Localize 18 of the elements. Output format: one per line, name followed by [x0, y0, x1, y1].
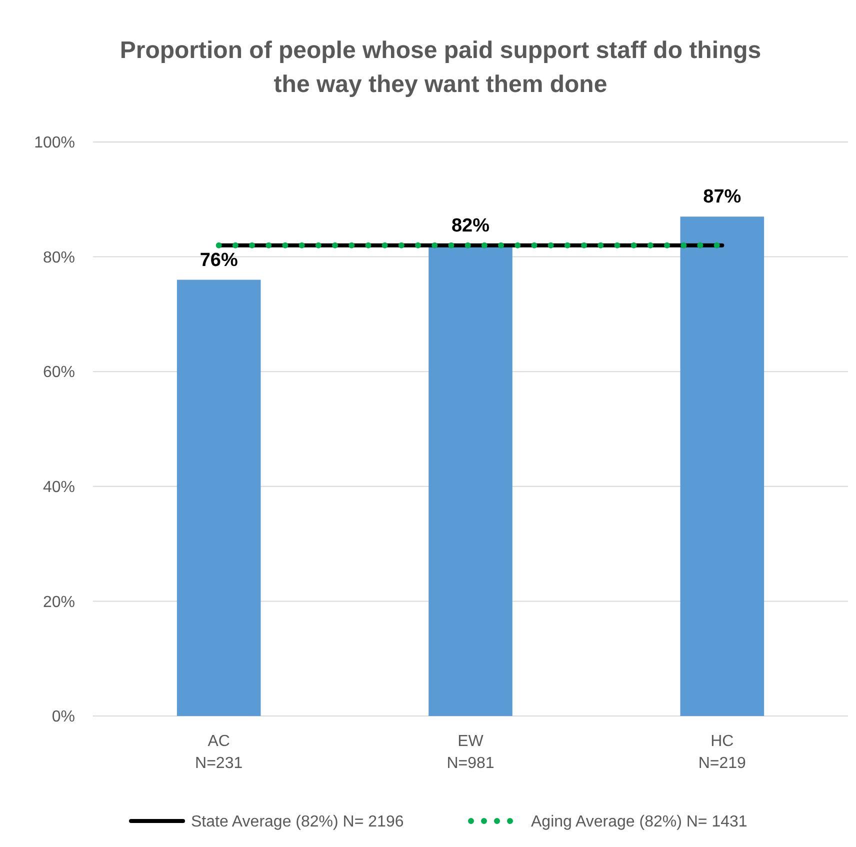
legend-label: Aging Average (82%) N= 1431	[531, 814, 748, 831]
bar	[176, 280, 261, 716]
y-tick-label: 20%	[42, 594, 75, 611]
bar	[428, 245, 512, 716]
chart-title: Proportion of people whose paid support staff do things the way they want them done	[120, 37, 762, 98]
data-label: 76%	[200, 250, 238, 271]
x-tick-label: EW N=981	[446, 733, 494, 772]
y-tick-label: 80%	[42, 249, 75, 266]
y-tick-label: 40%	[42, 479, 75, 496]
y-tick-label: 100%	[34, 134, 75, 152]
data-label: 87%	[703, 186, 742, 208]
x-tick-label: HC N=219	[698, 733, 746, 772]
legend-label: State Average (82%) N= 2196	[191, 814, 404, 831]
data-label: 82%	[451, 215, 490, 236]
y-tick-label: 60%	[42, 364, 75, 382]
y-tick-label: 0%	[52, 708, 75, 726]
x-tick-label: AC N=231	[195, 733, 243, 772]
bar	[680, 216, 764, 716]
